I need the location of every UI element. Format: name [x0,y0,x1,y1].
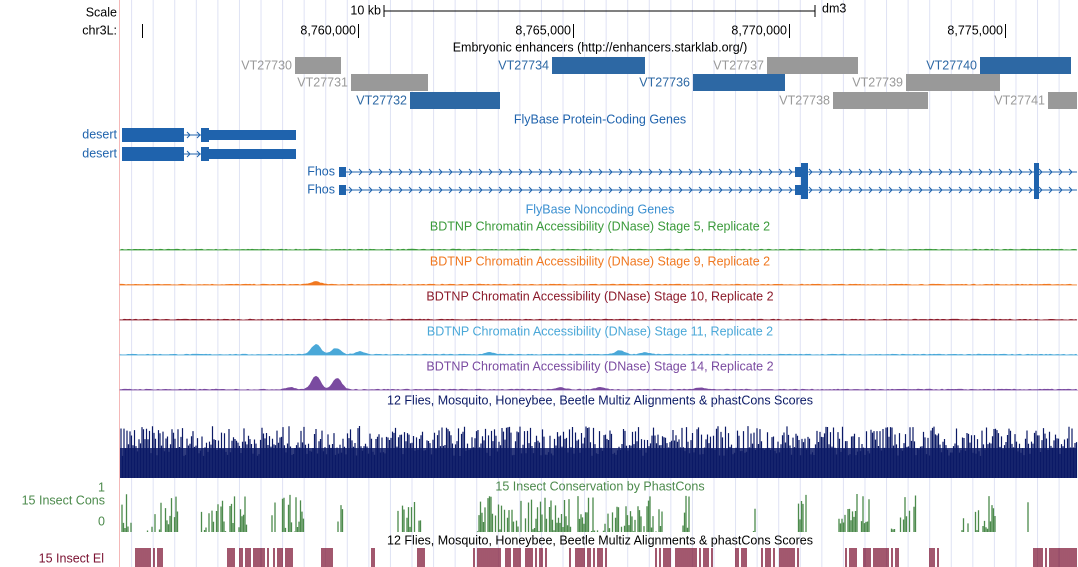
enhancer [833,92,928,109]
enhancer-label: VT27740 [926,58,977,72]
axis-min: 0 [98,514,105,528]
track-label: 15 Insect Cons [22,493,105,507]
enhancer [980,57,1071,74]
enhancer [767,57,858,74]
enhancer-label: VT27734 [498,58,549,72]
enhancer-label: VT27736 [639,75,690,89]
exon [801,181,808,199]
track-title: 12 Flies, Mosquito, Honeybee, Beetle Mul… [387,533,813,547]
exon [795,167,801,177]
exon [122,128,184,142]
track-title: Embryonic enhancers (http://enhancers.st… [453,40,748,54]
ruler-label: 8,770,000 [731,23,787,37]
strand-arrows [348,168,1073,176]
conservation-base [120,448,1077,478]
exon [201,128,209,142]
ruler-label: 8,765,000 [515,23,571,37]
gene-label: desert [82,146,117,160]
gene-label: desert [82,127,117,141]
enhancer-label: VT27732 [356,93,407,107]
enhancer-label: VT27739 [852,75,903,89]
enhancer [410,92,500,109]
signal-track [119,281,1078,286]
strand-arrows [348,186,1073,194]
track-label: 15 Insect El [39,551,104,565]
axis-max: 1 [98,480,105,494]
assembly: dm3 [822,1,846,15]
track-title: BDTNP Chromatin Accessibility (DNase) St… [427,324,773,338]
signal-track [119,318,1078,321]
enhancer [1048,92,1077,109]
gene-label: Fhos [307,164,335,178]
exon [209,130,296,140]
enhancer [552,57,645,74]
element-bars [135,548,1077,567]
exon [209,149,296,159]
track-title: BDTNP Chromatin Accessibility (DNase) St… [430,219,770,233]
track-title: 12 Flies, Mosquito, Honeybee, Beetle Mul… [387,393,813,407]
exon [1034,181,1039,199]
track-title: BDTNP Chromatin Accessibility (DNase) St… [430,254,770,268]
enhancer [351,74,428,91]
phastcons-bars [121,494,1029,532]
exon [801,163,808,181]
enhancer-label: VT27738 [779,93,830,107]
ruler-label: 8,775,000 [947,23,1003,37]
track-title: BDTNP Chromatin Accessibility (DNase) St… [426,359,773,373]
gene-label: Fhos [307,182,335,196]
ruler-label: 8,760,000 [300,23,356,37]
track-title: BDTNP Chromatin Accessibility (DNase) St… [426,289,773,303]
chrom-label: chr3L: [82,23,117,37]
exon [1034,163,1039,181]
exon [339,167,346,177]
exon [201,147,209,161]
enhancer-label: VT27741 [994,93,1045,107]
enhancer-label: VT27737 [713,58,764,72]
scale-bar-label: 10 kb [350,3,381,17]
track-title: 15 Insect Conservation by PhastCons [495,479,704,493]
track-title: FlyBase Protein-Coding Genes [514,112,686,126]
enhancer-label: VT27731 [297,75,348,89]
signal-track [119,343,1078,356]
signal-track [119,248,1078,251]
exon [795,185,801,195]
enhancer [906,74,1000,91]
enhancer [693,74,785,91]
enhancer [295,57,341,74]
signal-track [119,375,1078,391]
exon [122,147,184,161]
enhancer-label: VT27730 [241,58,292,72]
exon [339,185,346,195]
track-title: FlyBase Noncoding Genes [526,202,675,216]
scale-label: Scale [86,5,117,19]
